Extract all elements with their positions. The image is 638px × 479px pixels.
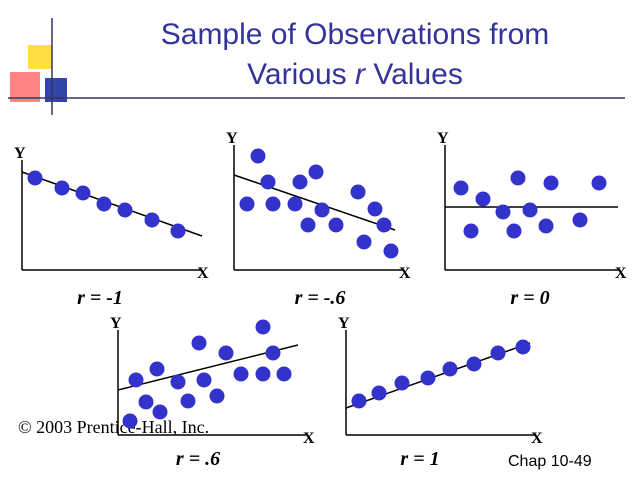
point [75, 185, 91, 201]
deco-square [10, 72, 40, 102]
trend-line [21, 171, 203, 237]
point [442, 361, 458, 377]
point [383, 243, 399, 259]
point [506, 223, 522, 239]
point [218, 345, 234, 361]
title-word: r [355, 58, 366, 91]
r-label: r = 0 [510, 287, 549, 309]
point [466, 356, 482, 372]
x-axis-label: X [399, 265, 411, 282]
point [149, 361, 165, 377]
point [255, 319, 271, 335]
r-label: r = 1 [400, 448, 439, 470]
point [152, 404, 168, 420]
point [265, 345, 281, 361]
point [308, 164, 324, 180]
page-number: Chap 10-49 [508, 453, 592, 470]
point [394, 375, 410, 391]
y-axis-label: Y [14, 145, 26, 162]
r-label: r = -.6 [295, 287, 346, 309]
point [196, 372, 212, 388]
point [495, 204, 511, 220]
point [250, 148, 266, 164]
y-axis-label: Y [110, 315, 122, 332]
point [490, 345, 506, 361]
point [96, 196, 112, 212]
deco-square [28, 45, 52, 69]
x-axis-label: X [303, 430, 315, 447]
point [233, 366, 249, 382]
deco-square [45, 78, 67, 102]
point [572, 212, 588, 228]
point [351, 393, 367, 409]
copyright: © 2003 Prentice-Hall, Inc. [18, 417, 209, 437]
title-word: Values [373, 58, 463, 91]
point [463, 223, 479, 239]
point [292, 174, 308, 190]
point [510, 170, 526, 186]
r-label: r = .6 [176, 448, 220, 470]
point [276, 366, 292, 382]
point [453, 180, 469, 196]
point [420, 370, 436, 386]
point [128, 372, 144, 388]
title-line-2: Various r Values [247, 58, 463, 91]
point [515, 339, 531, 355]
point [209, 388, 225, 404]
point [475, 191, 491, 207]
point [255, 366, 271, 382]
x-axis-label: X [615, 265, 627, 282]
decoration [8, 18, 625, 115]
point [170, 223, 186, 239]
y-axis-label: Y [437, 130, 449, 147]
x-axis-label: X [531, 430, 543, 447]
point [328, 217, 344, 233]
title-line-1: Sample of Observations from [161, 18, 550, 51]
point [300, 217, 316, 233]
point [356, 234, 372, 250]
point [122, 413, 138, 429]
title-word: Various [247, 58, 347, 91]
point [144, 212, 160, 228]
y-axis-label: Y [226, 130, 238, 147]
point [170, 374, 186, 390]
point [138, 394, 154, 410]
point [260, 174, 276, 190]
point [538, 218, 554, 234]
point [376, 217, 392, 233]
point [350, 184, 366, 200]
r-label: r = -1 [77, 287, 123, 309]
x-axis-label: X [197, 265, 209, 282]
point [591, 175, 607, 191]
point [314, 202, 330, 218]
point [239, 196, 255, 212]
point [371, 385, 387, 401]
y-axis-label: Y [338, 315, 350, 332]
point [543, 175, 559, 191]
point [180, 393, 196, 409]
point [191, 335, 207, 351]
point [265, 196, 281, 212]
point [117, 202, 133, 218]
point [287, 196, 303, 212]
point [54, 180, 70, 196]
point [27, 170, 43, 186]
point [522, 202, 538, 218]
point [367, 201, 383, 217]
